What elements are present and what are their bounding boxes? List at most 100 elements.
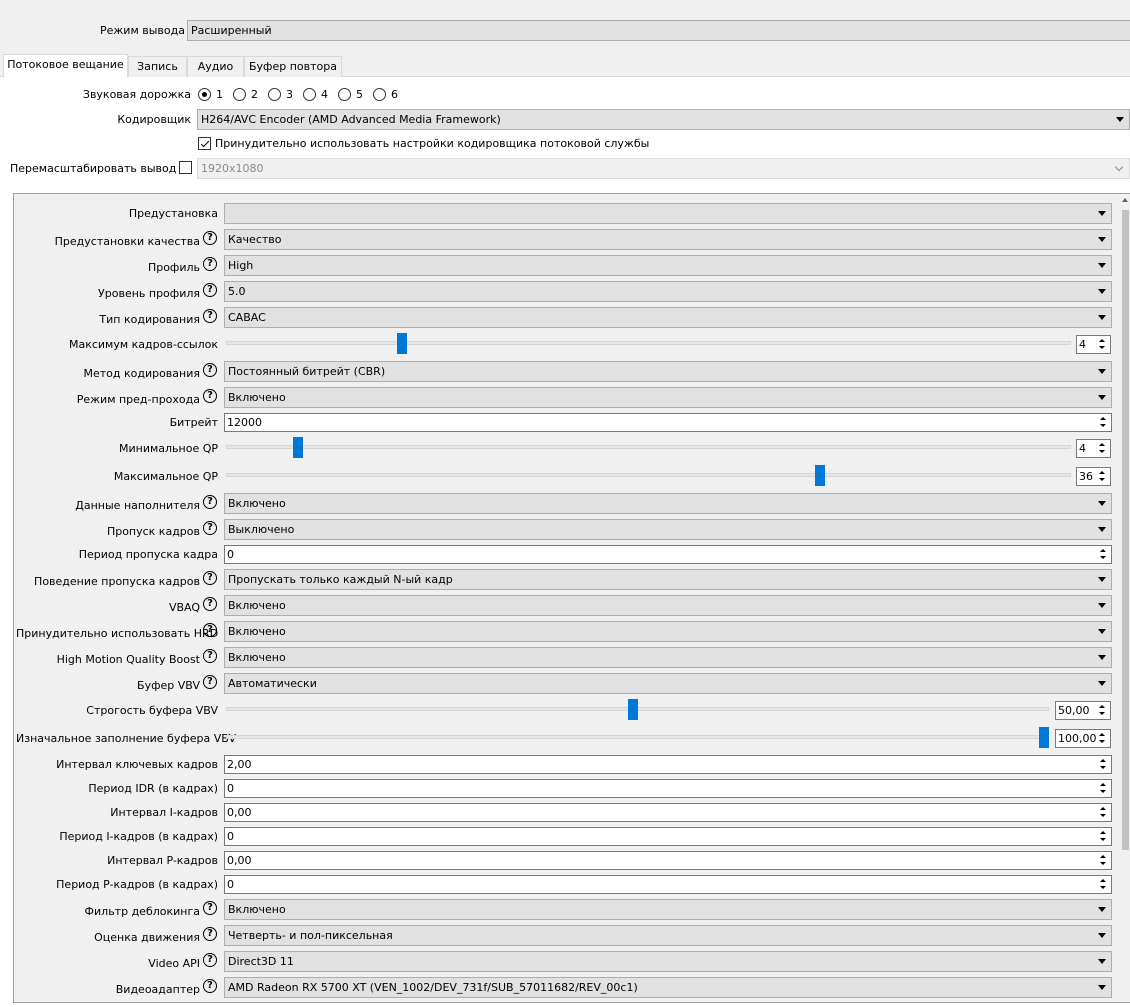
deblocking-select[interactable]: Включено <box>224 899 1112 920</box>
filler-data-select[interactable]: Включено <box>224 493 1112 514</box>
audio-track-radio-2[interactable] <box>233 88 246 101</box>
vbaq-select[interactable]: Включено <box>224 595 1112 616</box>
audio-track-radio-6[interactable] <box>373 88 386 101</box>
tab-recording[interactable]: Запись <box>128 56 187 77</box>
profile-level-select[interactable]: 5.0 <box>224 281 1112 302</box>
spin-buttons[interactable] <box>1097 415 1110 430</box>
spin-up-icon[interactable] <box>1096 731 1109 739</box>
frame-skip-behavior-select[interactable]: Пропускать только каждый N-ый кадр <box>224 569 1112 590</box>
spin-up-icon[interactable] <box>1097 877 1110 885</box>
spin-up-icon[interactable] <box>1097 781 1110 789</box>
help-icon[interactable]: ? <box>203 927 217 941</box>
vbv-initial-fullness-spinbox[interactable]: 100,00 <box>1055 729 1111 748</box>
p-interval-spinbox[interactable]: 0,00 <box>224 851 1112 870</box>
audio-track-radio-3[interactable] <box>268 88 281 101</box>
max-qp-spinbox[interactable]: 36 <box>1076 467 1111 486</box>
help-icon[interactable]: ? <box>203 953 217 967</box>
spin-down-icon[interactable] <box>1096 738 1109 746</box>
rescale-checkbox[interactable] <box>179 161 192 174</box>
spin-up-icon[interactable] <box>1097 757 1110 765</box>
spin-down-icon[interactable] <box>1096 448 1109 456</box>
bitrate-spinbox[interactable]: 12000 <box>224 413 1112 432</box>
spin-up-icon[interactable] <box>1097 829 1110 837</box>
spin-down-icon[interactable] <box>1096 344 1109 352</box>
help-icon[interactable]: ? <box>203 979 217 993</box>
help-icon[interactable]: ? <box>203 309 217 323</box>
max-ref-frames-slider[interactable] <box>226 341 1071 345</box>
spin-buttons[interactable] <box>1097 781 1110 796</box>
i-interval-spinbox[interactable]: 0,00 <box>224 803 1112 822</box>
help-icon[interactable]: ? <box>203 521 217 535</box>
help-icon[interactable]: ? <box>203 283 217 297</box>
help-icon[interactable]: ? <box>203 495 217 509</box>
scrollbar[interactable] <box>1121 194 1130 1002</box>
enforce-checkbox[interactable] <box>198 137 211 150</box>
spin-up-icon[interactable] <box>1097 805 1110 813</box>
spin-buttons[interactable] <box>1097 757 1110 772</box>
i-period-spinbox[interactable]: 0 <box>224 827 1112 846</box>
spin-down-icon[interactable] <box>1097 554 1110 562</box>
spin-buttons[interactable] <box>1096 337 1109 352</box>
spin-buttons[interactable] <box>1097 877 1110 892</box>
spin-buttons[interactable] <box>1097 853 1110 868</box>
coding-type-select[interactable]: CABAC <box>224 307 1112 328</box>
motion-estimation-select[interactable]: Четверть- и пол-пиксельная <box>224 925 1112 946</box>
vbv-buffer-select[interactable]: Автоматически <box>224 673 1112 694</box>
scroll-up-icon[interactable] <box>1122 198 1128 202</box>
pre-pass-select[interactable]: Включено <box>224 387 1112 408</box>
audio-track-radio-5[interactable] <box>338 88 351 101</box>
min-qp-slider[interactable] <box>226 445 1071 449</box>
min-qp-spinbox[interactable]: 4 <box>1076 439 1111 458</box>
help-icon[interactable]: ? <box>203 623 217 637</box>
idr-period-spinbox[interactable]: 0 <box>224 779 1112 798</box>
spin-up-icon[interactable] <box>1096 337 1109 345</box>
vbv-strictness-spinbox[interactable]: 50,00 <box>1055 701 1111 720</box>
audio-track-radio-4[interactable] <box>303 88 316 101</box>
spin-buttons[interactable] <box>1097 547 1110 562</box>
spin-buttons[interactable] <box>1096 441 1109 456</box>
max-qp-handle[interactable] <box>814 465 825 486</box>
tab-replay-buffer[interactable]: Буфер повтора <box>244 56 342 77</box>
help-icon[interactable]: ? <box>203 675 217 689</box>
spin-up-icon[interactable] <box>1097 853 1110 861</box>
help-icon[interactable]: ? <box>203 363 217 377</box>
max-ref-frames-spinbox[interactable]: 4 <box>1076 335 1111 354</box>
spin-up-icon[interactable] <box>1096 441 1109 449</box>
help-icon[interactable]: ? <box>203 257 217 271</box>
enforce-hrd-select[interactable]: Включено <box>224 621 1112 642</box>
spin-up-icon[interactable] <box>1097 415 1110 423</box>
spin-up-icon[interactable] <box>1096 469 1109 477</box>
preset-select[interactable] <box>224 203 1112 224</box>
spin-down-icon[interactable] <box>1096 476 1109 484</box>
spin-down-icon[interactable] <box>1097 884 1110 892</box>
profile-select[interactable]: High <box>224 255 1112 276</box>
spin-down-icon[interactable] <box>1097 812 1110 820</box>
keyframe-interval-spinbox[interactable]: 2,00 <box>224 755 1112 774</box>
spin-down-icon[interactable] <box>1097 836 1110 844</box>
vbv-initial-fullness-slider[interactable] <box>226 735 1049 739</box>
rescale-select[interactable]: 1920x1080 <box>197 158 1130 179</box>
min-qp-handle[interactable] <box>292 437 303 458</box>
spin-down-icon[interactable] <box>1096 710 1109 718</box>
spin-buttons[interactable] <box>1096 731 1109 746</box>
p-period-spinbox[interactable]: 0 <box>224 875 1112 894</box>
rate-control-select[interactable]: Постоянный битрейт (CBR) <box>224 361 1112 382</box>
spin-buttons[interactable] <box>1097 805 1110 820</box>
max-qp-slider[interactable] <box>226 473 1071 477</box>
spin-down-icon[interactable] <box>1097 788 1110 796</box>
scrollbar-thumb[interactable] <box>1122 210 1129 850</box>
encoder-select[interactable]: H264/AVC Encoder (AMD Advanced Media Fra… <box>197 109 1130 130</box>
help-icon[interactable]: ? <box>203 597 217 611</box>
frame-skip-select[interactable]: Выключено <box>224 519 1112 540</box>
spin-down-icon[interactable] <box>1097 860 1110 868</box>
help-icon[interactable]: ? <box>203 901 217 915</box>
help-icon[interactable]: ? <box>203 389 217 403</box>
vbv-strictness-handle[interactable] <box>628 699 639 720</box>
video-adapter-select[interactable]: AMD Radeon RX 5700 XT (VEN_1002/DEV_731f… <box>224 977 1112 998</box>
help-icon[interactable]: ? <box>203 231 217 245</box>
audio-track-radio-1[interactable] <box>198 88 211 101</box>
hmqb-select[interactable]: Включено <box>224 647 1112 668</box>
quality-preset-select[interactable]: Качество <box>224 229 1112 250</box>
frame-skip-period-spinbox[interactable]: 0 <box>224 545 1112 564</box>
tab-streaming[interactable]: Потоковое вещание <box>3 54 128 77</box>
